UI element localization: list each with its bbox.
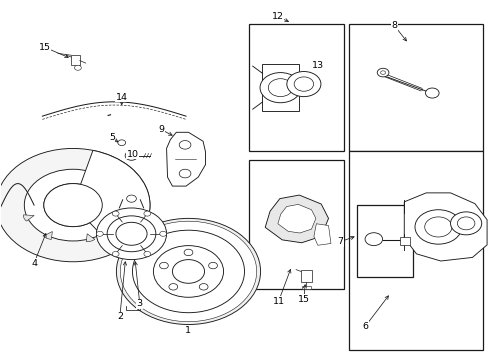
Text: 9: 9 <box>159 125 164 134</box>
Circle shape <box>132 230 244 313</box>
Circle shape <box>96 208 166 260</box>
Bar <box>302 286 310 289</box>
Circle shape <box>425 88 438 98</box>
Circle shape <box>159 262 168 269</box>
Text: 10: 10 <box>126 150 138 159</box>
Polygon shape <box>404 193 486 261</box>
Circle shape <box>199 284 207 290</box>
Circle shape <box>116 219 260 324</box>
Wedge shape <box>43 231 52 239</box>
Text: 8: 8 <box>391 21 397 30</box>
Text: 13: 13 <box>311 61 323 70</box>
Circle shape <box>286 72 320 96</box>
Bar <box>348 24 482 151</box>
Bar <box>399 237 409 244</box>
Bar <box>71 55 80 64</box>
Circle shape <box>112 211 119 216</box>
Text: 11: 11 <box>272 297 284 306</box>
Polygon shape <box>313 224 330 245</box>
Polygon shape <box>277 204 315 233</box>
Text: 15: 15 <box>297 294 309 303</box>
Text: 6: 6 <box>362 322 367 331</box>
Circle shape <box>116 222 147 245</box>
Bar <box>262 64 298 111</box>
Circle shape <box>456 217 474 230</box>
Bar <box>249 24 344 151</box>
Circle shape <box>44 184 102 226</box>
Circle shape <box>179 169 190 178</box>
Wedge shape <box>73 150 150 252</box>
Circle shape <box>179 140 190 149</box>
Text: 1: 1 <box>184 326 191 335</box>
Text: 14: 14 <box>116 93 127 102</box>
Circle shape <box>160 231 166 236</box>
Bar <box>356 205 412 277</box>
Circle shape <box>112 252 119 256</box>
Circle shape <box>208 262 217 269</box>
Circle shape <box>449 212 481 235</box>
Circle shape <box>118 140 125 145</box>
Circle shape <box>172 260 204 283</box>
Text: 12: 12 <box>271 12 283 21</box>
Polygon shape <box>264 195 328 243</box>
Circle shape <box>0 148 150 262</box>
Circle shape <box>143 211 150 216</box>
Circle shape <box>294 77 313 91</box>
Circle shape <box>74 65 81 70</box>
Circle shape <box>107 216 156 252</box>
Circle shape <box>24 169 122 241</box>
Text: 3: 3 <box>137 299 142 308</box>
Bar <box>249 160 344 289</box>
Circle shape <box>424 217 451 237</box>
Circle shape <box>168 284 177 290</box>
Circle shape <box>44 184 102 226</box>
Text: 7: 7 <box>337 237 343 246</box>
Wedge shape <box>23 215 34 221</box>
Circle shape <box>260 73 300 103</box>
Circle shape <box>376 68 388 77</box>
Text: 15: 15 <box>39 43 51 52</box>
Circle shape <box>143 252 150 256</box>
Circle shape <box>96 231 103 236</box>
Text: 4: 4 <box>31 259 37 268</box>
Polygon shape <box>166 132 205 186</box>
Wedge shape <box>109 220 120 227</box>
Bar <box>301 270 311 282</box>
Circle shape <box>380 71 385 75</box>
Bar <box>348 151 482 350</box>
Wedge shape <box>86 234 95 242</box>
Circle shape <box>153 246 223 297</box>
Text: 2: 2 <box>117 312 122 321</box>
Circle shape <box>125 151 138 160</box>
Circle shape <box>268 79 292 96</box>
Circle shape <box>365 233 382 246</box>
Text: 5: 5 <box>109 133 115 142</box>
Circle shape <box>183 249 192 256</box>
Circle shape <box>126 195 136 202</box>
Circle shape <box>120 221 256 321</box>
Circle shape <box>414 210 461 244</box>
